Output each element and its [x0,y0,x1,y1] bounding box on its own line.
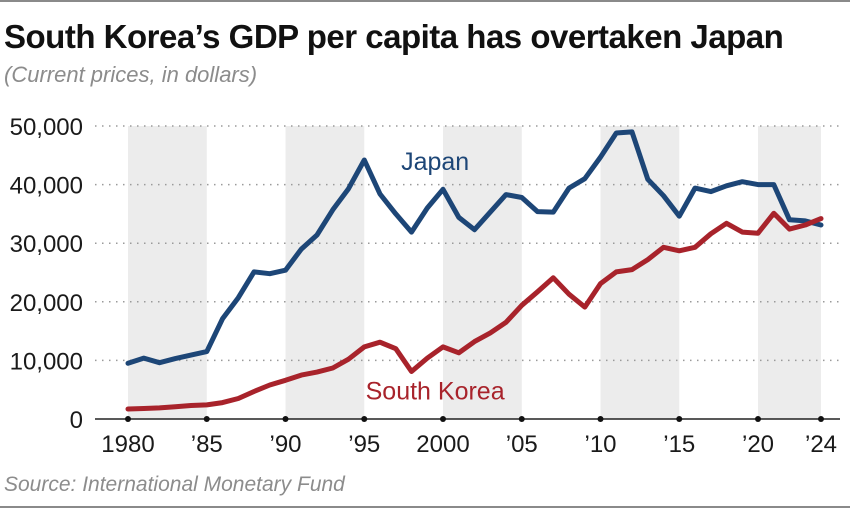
source-note: Source: International Monetary Fund [4,473,345,496]
series-line-south-korea [125,210,824,412]
x-tick-dot [125,416,131,422]
y-tick-label: 30,000 [10,231,83,258]
x-tick-dot [818,416,824,422]
top-border-rule [0,0,850,2]
series-lines [125,129,824,412]
x-tick-label: ’20 [742,431,774,458]
x-tick-label: 2000 [416,431,469,458]
x-tick-dot [203,416,210,422]
y-tick-label: 10,000 [10,348,83,375]
series-label-south-korea: South Korea [366,378,505,406]
x-tick-dot [361,416,368,422]
shaded-band [758,126,821,419]
x-tick-label: ’90 [269,431,301,458]
x-tick-label: ’10 [584,431,616,458]
series-labels: Japan South Korea [366,148,505,406]
gridlines [95,125,840,362]
x-tick-dot [440,416,446,422]
x-tick-dot [597,416,604,422]
bottom-border-rule [0,506,850,508]
y-tick-label: 0 [70,407,83,434]
x-tick-label: ’95 [348,431,380,458]
chart-subtitle: (Current prices, in dollars) [4,62,258,87]
x-tick-dot [282,416,289,422]
x-tick-label: ’15 [663,431,695,458]
x-tick-dot [755,416,761,422]
series-line-japan [125,129,824,366]
x-tick-dot [518,416,525,422]
y-tick-label: 40,000 [10,173,83,200]
chart-title: South Korea’s GDP per capita has overtak… [4,18,784,55]
x-tick-label: ’05 [506,431,538,458]
series-label-japan: Japan [401,148,469,176]
y-tick-label: 50,000 [10,114,83,141]
x-tick-dot [676,416,683,422]
x-tick-label: ’24 [805,431,837,458]
x-axis-ticks: 1980 ’85 ’90 ’95 2000 ’05 ’10 ’15 ’20 ’24 [101,416,837,458]
y-tick-label: 20,000 [10,290,83,317]
shaded-band [128,126,207,419]
x-tick-label: ’85 [191,431,223,458]
shaded-band [443,126,522,419]
y-axis-ticks: 0 10,000 20,000 30,000 40,000 50,000 [10,114,83,434]
x-tick-label: 1980 [101,431,154,458]
shaded-bands [128,126,821,419]
